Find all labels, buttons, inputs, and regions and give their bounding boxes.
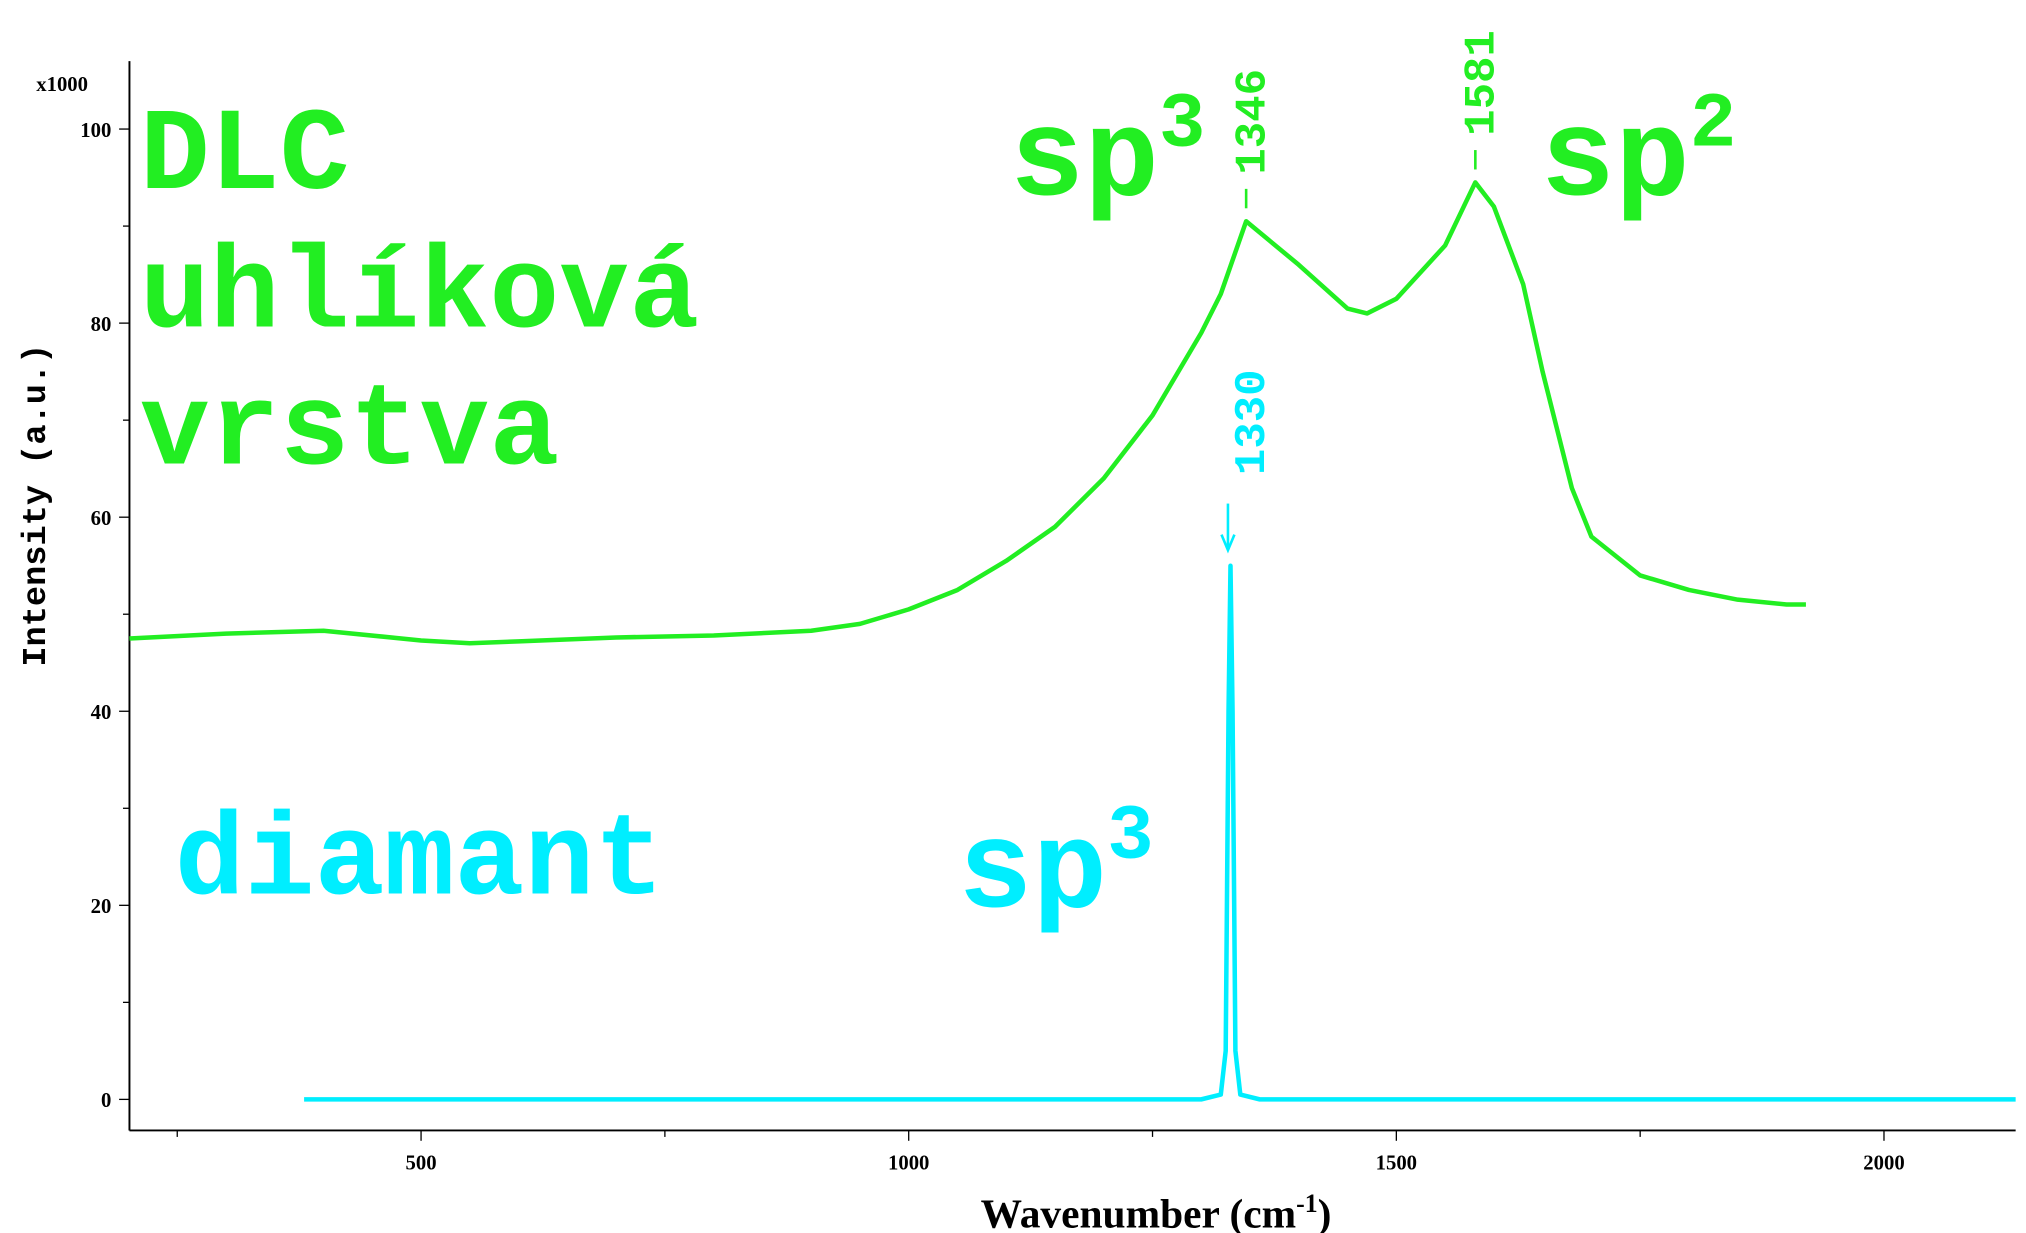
- x-tick-label: 1500: [1376, 1152, 1417, 1174]
- peak-annotation: sp2: [1541, 81, 1737, 232]
- y-multiplier: x1000: [36, 74, 88, 96]
- y-tick-label: 40: [91, 702, 112, 724]
- y-tick-label: 60: [91, 508, 112, 530]
- x-tick-label: 2000: [1863, 1152, 1904, 1174]
- annotation-sup: 3: [1159, 81, 1206, 169]
- y-tick-label: 0: [101, 1090, 111, 1112]
- annotation-text: sp: [1541, 92, 1690, 232]
- x-tick-label: 1000: [888, 1152, 929, 1174]
- x-tick-label: 500: [406, 1152, 437, 1174]
- diamond-labels: diamant sp3: [175, 793, 1154, 944]
- peak-annotation: sp3: [958, 793, 1154, 944]
- x-label-sup: -1: [1296, 1189, 1318, 1218]
- annotation: uhlíková: [140, 230, 699, 362]
- annotation-text: sp: [1010, 92, 1159, 232]
- peak-label: 1346: [1228, 69, 1278, 175]
- spectrum-line: [129, 180, 1806, 646]
- x-axis-label: Wavenumber (cm-1): [981, 1189, 1332, 1233]
- annotation-text: sp: [958, 804, 1107, 944]
- peak-label: 1581: [1457, 30, 1507, 136]
- annotation-sup: 3: [1107, 793, 1154, 881]
- x-label-suffix: ): [1318, 1191, 1332, 1233]
- y-axis-label: Intensity (a.u.): [18, 344, 56, 667]
- annotation: diamant: [175, 797, 664, 929]
- annotation: vrstva: [140, 367, 559, 499]
- y-tick-label: 100: [80, 120, 111, 142]
- peak-label: 1330: [1228, 369, 1278, 475]
- dlc-labels: DLC uhlíková vrstva sp3 sp2: [140, 81, 1736, 498]
- annotation: DLC: [140, 91, 350, 223]
- x-label-text: Wavenumber (cm: [981, 1191, 1297, 1233]
- y-tick-label: 80: [91, 314, 112, 336]
- annotation-sup: 2: [1690, 81, 1737, 169]
- spectrum-line: [304, 563, 2016, 1102]
- peak-annotation: sp3: [1010, 81, 1206, 232]
- peak-arrow-head: [1220, 534, 1236, 554]
- y-tick-label: 20: [91, 896, 112, 918]
